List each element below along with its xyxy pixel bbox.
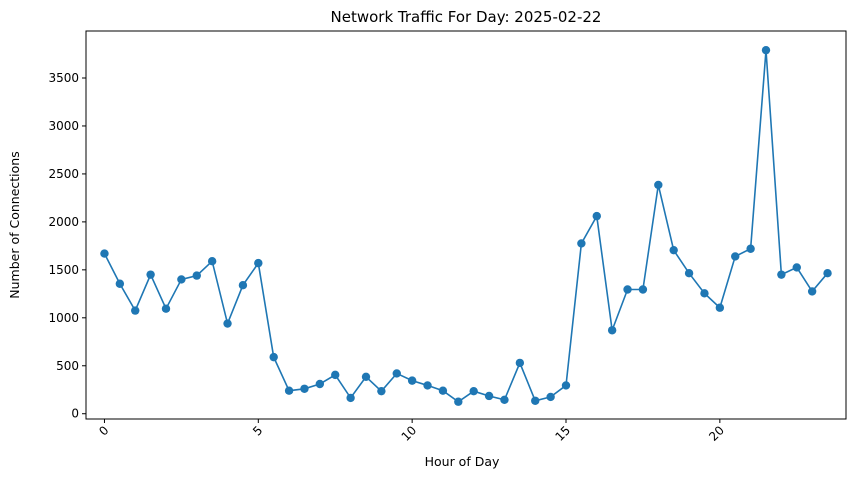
plot-area — [100, 45, 832, 406]
data-point — [177, 275, 186, 284]
data-point — [746, 244, 755, 253]
data-point — [392, 369, 401, 378]
y-tick-label: 2000 — [48, 215, 79, 229]
data-point — [792, 263, 801, 272]
data-point — [607, 326, 617, 335]
data-point — [484, 391, 494, 401]
x-tick-label: 5 — [250, 423, 265, 438]
data-point — [423, 381, 432, 390]
x-axis-ticks: 0 5 10 15 20 — [96, 419, 727, 444]
data-point — [192, 271, 201, 280]
data-point — [761, 45, 771, 55]
data-point — [592, 211, 601, 221]
data-point — [531, 396, 540, 405]
data-point — [715, 303, 725, 312]
y-tick-label: 0 — [71, 407, 79, 421]
data-point — [777, 270, 786, 279]
data-point — [546, 392, 555, 402]
x-tick-label: 10 — [399, 423, 420, 444]
series-line — [103, 50, 829, 403]
y-axis-ticks: 0 500 1000 1500 2000 2500 3000 3500 — [48, 71, 86, 421]
data-point — [407, 376, 417, 385]
data-point — [500, 395, 509, 405]
data-point — [577, 239, 586, 248]
data-point — [638, 285, 648, 294]
y-tick-label: 3500 — [48, 71, 79, 85]
x-tick-label: 15 — [552, 423, 573, 444]
data-point — [284, 386, 294, 395]
chart-title: Network Traffic For Day: 2025-02-22 — [331, 8, 602, 26]
data-point — [700, 289, 709, 298]
x-tick-label: 20 — [706, 423, 727, 444]
data-point — [131, 306, 140, 315]
data-point — [469, 386, 478, 396]
data-point — [269, 352, 278, 362]
y-tick-label: 500 — [56, 359, 79, 373]
data-point — [254, 258, 263, 268]
data-point — [207, 257, 217, 266]
data-point — [161, 304, 171, 313]
data-point — [223, 319, 232, 328]
y-tick-label: 1000 — [48, 311, 79, 325]
x-axis-label: Hour of Day — [425, 454, 500, 469]
data-point — [300, 384, 309, 393]
data-point — [438, 386, 448, 395]
data-point — [823, 269, 832, 278]
data-point — [515, 358, 525, 368]
y-tick-label: 2500 — [48, 167, 79, 181]
data-point — [361, 372, 371, 381]
data-point — [731, 252, 740, 261]
x-tick-label: 0 — [96, 423, 111, 438]
data-point — [377, 386, 386, 396]
data-point — [315, 379, 325, 389]
data-point — [100, 249, 109, 258]
data-point — [146, 270, 155, 279]
y-tick-label: 1500 — [48, 263, 79, 277]
data-point — [623, 285, 632, 294]
data-point — [684, 269, 694, 278]
data-point — [346, 393, 355, 403]
data-point — [115, 279, 125, 288]
data-point — [807, 287, 817, 296]
data-point — [669, 245, 678, 255]
data-point — [654, 180, 663, 190]
data-point — [561, 381, 571, 390]
y-tick-label: 3000 — [48, 119, 79, 133]
data-point — [238, 280, 248, 290]
data-point — [454, 397, 463, 406]
data-point — [331, 370, 340, 380]
y-axis-label: Number of Connections — [7, 151, 22, 298]
plot-frame — [85, 30, 847, 420]
